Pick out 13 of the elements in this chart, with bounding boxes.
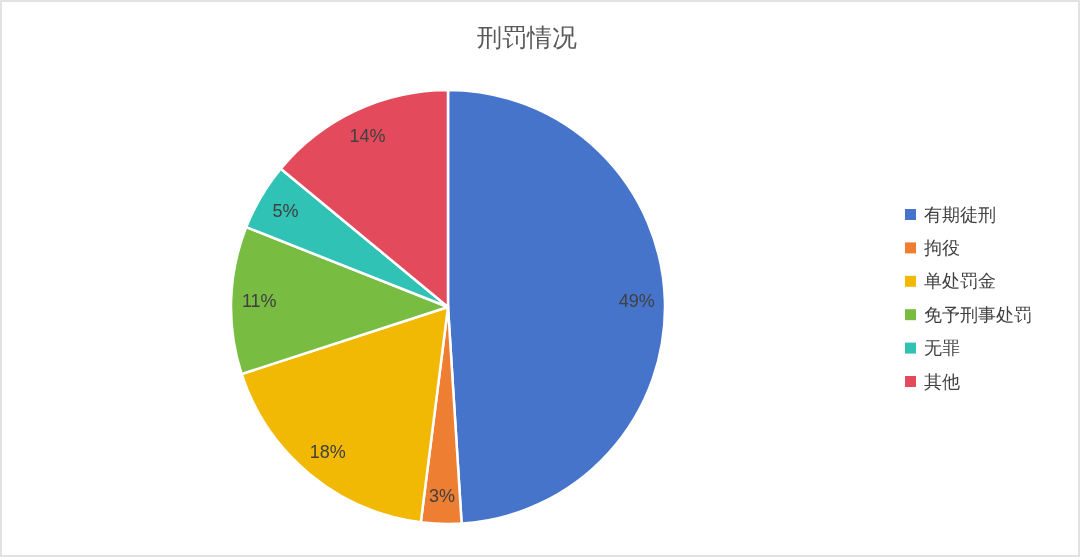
chart-title: 刑罚情况 bbox=[477, 23, 577, 51]
data-label: 11% bbox=[241, 291, 277, 312]
legend-label: 拘役 bbox=[924, 237, 960, 258]
legend-label: 无罪 bbox=[924, 338, 960, 359]
legend-label: 免予刑事处罚 bbox=[924, 304, 1032, 325]
data-label: 14% bbox=[349, 126, 386, 147]
data-label: 18% bbox=[309, 442, 346, 463]
data-label: 5% bbox=[272, 200, 299, 221]
data-label: 3% bbox=[429, 485, 456, 506]
legend-label: 单处罚金 bbox=[924, 271, 996, 292]
legend-label: 其他 bbox=[924, 371, 960, 392]
data-label: 49% bbox=[618, 291, 655, 312]
legend-label: 有期徒刑 bbox=[924, 204, 996, 225]
